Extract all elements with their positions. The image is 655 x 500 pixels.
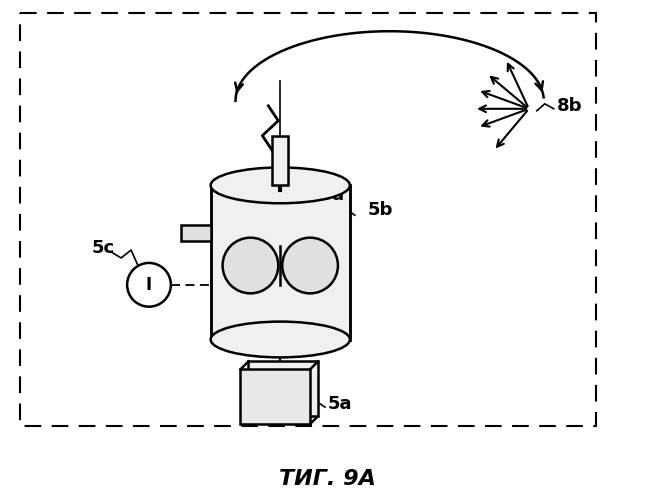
Text: 5b: 5b (367, 201, 393, 219)
Text: 5d: 5d (320, 186, 345, 204)
Bar (211, 186, 350, 340)
Text: 5a: 5a (328, 395, 352, 413)
Circle shape (127, 263, 171, 306)
Text: ΤИГ. 9A: ΤИГ. 9A (278, 468, 375, 488)
Ellipse shape (211, 322, 350, 358)
Bar (20, 14, 597, 426)
Bar (248, 362, 318, 416)
Text: 8b: 8b (557, 97, 582, 115)
Bar (181, 225, 211, 241)
Circle shape (282, 238, 338, 294)
Bar (240, 370, 310, 424)
Ellipse shape (211, 168, 350, 203)
Circle shape (223, 238, 278, 294)
Bar (272, 136, 288, 186)
Text: 5c: 5c (91, 239, 115, 257)
Text: I: I (146, 276, 152, 294)
